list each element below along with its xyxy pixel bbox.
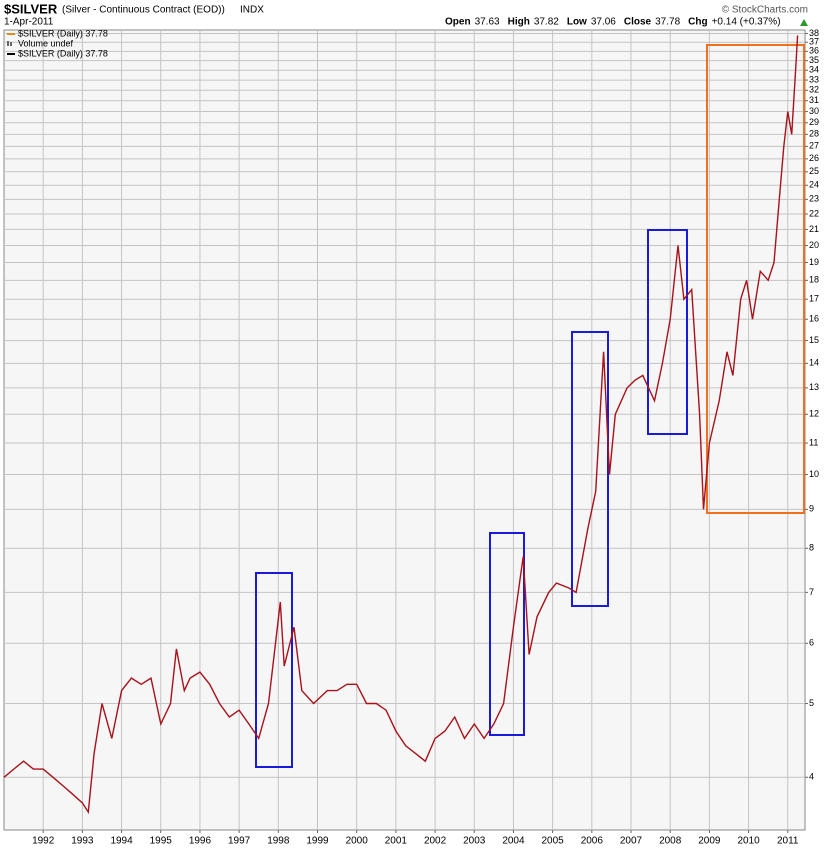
y-tick-label: 20 xyxy=(809,240,819,250)
y-tick-label: 32 xyxy=(809,85,819,95)
plot-area xyxy=(3,29,806,831)
x-tick-label: 2006 xyxy=(581,836,604,847)
y-tick-label: 36 xyxy=(809,46,819,56)
quote-value: 37.82 xyxy=(534,17,559,28)
exchange: INDX xyxy=(240,5,264,16)
x-tick-label: 2004 xyxy=(502,836,525,847)
y-tick-label: 18 xyxy=(809,275,819,285)
highlight-box xyxy=(647,229,688,435)
y-tick-label: 16 xyxy=(809,314,819,324)
y-tick-label: 30 xyxy=(809,106,819,116)
x-tick-label: 1997 xyxy=(228,836,251,847)
price-line xyxy=(3,35,799,815)
x-tick-label: 2010 xyxy=(737,836,760,847)
y-tick-label: 19 xyxy=(809,257,819,267)
y-tick-label: 7 xyxy=(809,587,814,597)
chart-subtitle: (Silver - Continuous Contract (EOD)) xyxy=(62,5,225,16)
y-tick-label: 14 xyxy=(809,358,819,368)
date: 1-Apr-2011 xyxy=(4,17,54,28)
x-tick-label: 2002 xyxy=(424,836,447,847)
x-tick-label: 1993 xyxy=(71,836,94,847)
y-tick-label: 29 xyxy=(809,117,819,127)
y-tick-label: 28 xyxy=(809,129,819,139)
legend-label: $SILVER (Daily) 37.78 xyxy=(18,48,108,58)
highlight-box xyxy=(706,44,805,514)
y-tick-label: 37 xyxy=(809,37,819,47)
y-tick-label: 38 xyxy=(809,28,819,38)
x-tick-label: 2011 xyxy=(777,836,799,847)
x-tick-label: 1998 xyxy=(267,836,290,847)
y-tick-label: 25 xyxy=(809,166,819,176)
annotations xyxy=(255,44,805,768)
quote-value: 37.78 xyxy=(655,17,680,28)
y-tick-label: 13 xyxy=(809,382,819,392)
x-tick-label: 2000 xyxy=(346,836,369,847)
y-tick-label: 8 xyxy=(809,543,814,553)
highlight-box xyxy=(255,572,293,768)
credit: © StockCharts.com xyxy=(722,5,808,16)
y-tick-label: 12 xyxy=(809,409,819,419)
highlight-box xyxy=(571,331,609,607)
quote-value: 37.63 xyxy=(475,17,500,28)
y-tick-label: 31 xyxy=(809,95,819,105)
y-tick-label: 21 xyxy=(809,224,819,234)
x-tick-label: 1992 xyxy=(32,836,55,847)
up-arrow xyxy=(800,19,808,26)
y-tick-label: 26 xyxy=(809,153,819,163)
x-tick-label: 2007 xyxy=(620,836,643,847)
quote: Open 37.63 High 37.82 Low 37.06 Close 37.78 Chg +… xyxy=(445,17,781,28)
y-tick-label: 34 xyxy=(809,65,819,75)
y-tick-label: 27 xyxy=(809,141,819,151)
y-tick-label: 24 xyxy=(809,180,819,190)
x-tick-label: 1996 xyxy=(189,836,212,847)
legend-label: $SILVER (Daily) 37.78 xyxy=(18,28,108,38)
y-tick-label: 33 xyxy=(809,74,819,84)
legend-swatch xyxy=(7,41,9,46)
quote-label: Low xyxy=(567,17,587,28)
x-tick-label: 2009 xyxy=(698,836,721,847)
y-tick-label: 15 xyxy=(809,335,819,345)
y-tick-label: 11 xyxy=(809,437,818,447)
x-tick-label: 2008 xyxy=(659,836,682,847)
legend-label: Volume undef xyxy=(18,38,74,48)
x-tick-label: 1995 xyxy=(150,836,173,847)
quote-label: High xyxy=(508,17,530,28)
y-tick-label: 4 xyxy=(809,772,814,782)
x-tick-label: 2005 xyxy=(542,836,565,847)
highlight-box xyxy=(489,532,525,736)
legend-swatch xyxy=(10,42,12,46)
quote-value: 37.06 xyxy=(591,17,616,28)
quote-label: Chg xyxy=(688,17,707,28)
x-tick-label: 1994 xyxy=(110,836,133,847)
y-tick-label: 5 xyxy=(809,698,814,708)
y-tick-label: 23 xyxy=(809,194,819,204)
quote-label: Open xyxy=(445,17,471,28)
x-tick-label: 1999 xyxy=(306,836,329,847)
y-tick-label: 22 xyxy=(809,208,819,218)
x-tick-label: 2003 xyxy=(463,836,486,847)
y-tick-label: 6 xyxy=(809,638,814,648)
x-tick-label: 2001 xyxy=(385,836,408,847)
quote-value: +0.14 (+0.37%) xyxy=(712,17,781,28)
y-tick-label: 17 xyxy=(809,294,819,304)
grid xyxy=(4,30,805,830)
y-tick-label: 9 xyxy=(809,504,814,514)
chart-title: $SILVER xyxy=(4,1,58,16)
y-tick-label: 10 xyxy=(809,469,819,479)
quote-label: Close xyxy=(624,17,652,28)
y-tick-label: 35 xyxy=(809,55,819,65)
